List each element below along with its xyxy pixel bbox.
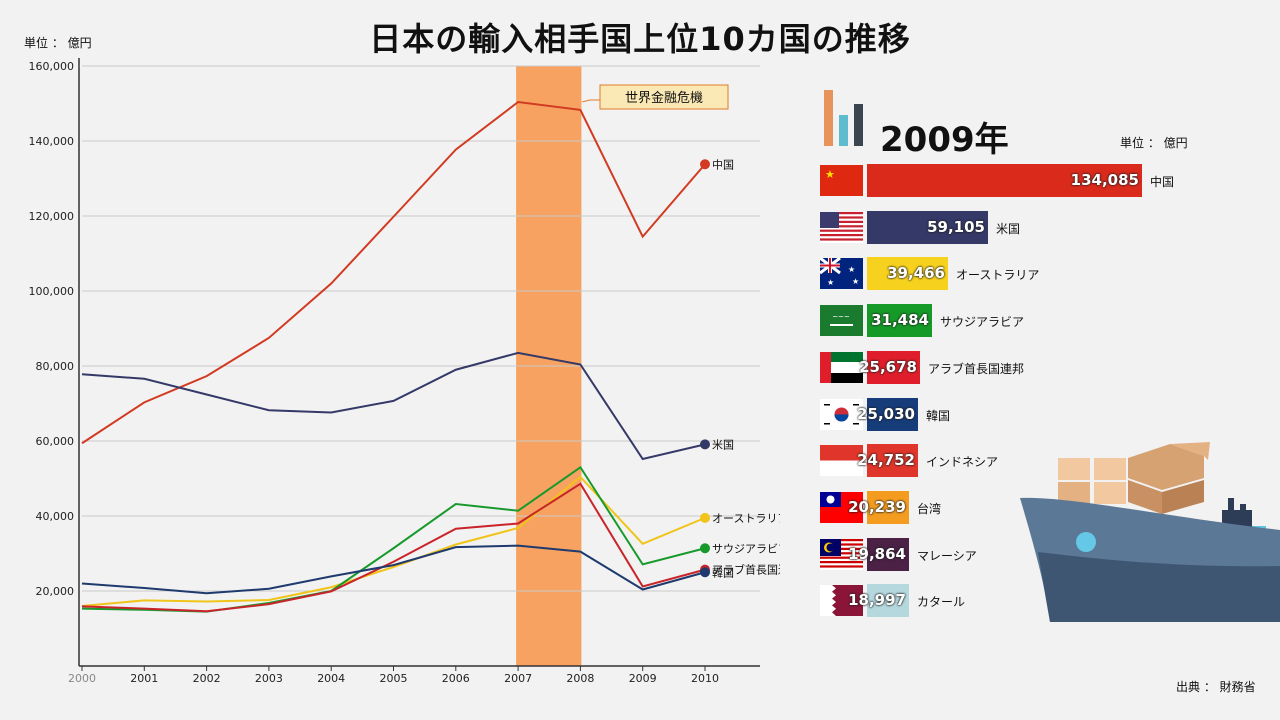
ranking-value: 24,752 — [857, 451, 915, 470]
callout-leader — [582, 99, 600, 103]
ranking-bar — [867, 304, 932, 338]
x-tick-label: 2001 — [130, 672, 158, 685]
x-tick-label: 2006 — [442, 672, 470, 685]
y-tick-label: 80,000 — [36, 360, 75, 373]
ranking-bar — [867, 164, 1142, 197]
ranking-country-label: マレーシア — [917, 548, 977, 563]
series-line — [81, 482, 706, 613]
x-tick-label: 2008 — [566, 672, 594, 685]
y-tick-label: 140,000 — [29, 135, 75, 148]
series-label: サウジアラビア — [712, 542, 780, 555]
series-line — [81, 351, 706, 461]
series-label: 中国 — [712, 158, 734, 171]
series-end-marker — [700, 567, 710, 578]
ranking-country-label: 台湾 — [917, 501, 942, 516]
svg-text:★: ★ — [852, 277, 859, 286]
ranking-value: 18,997 — [848, 591, 906, 610]
ranking-bar — [867, 537, 909, 571]
x-tick-label: 2004 — [317, 672, 345, 685]
x-tick-label: 2009 — [629, 672, 657, 685]
ranking-value: 19,864 — [848, 544, 906, 563]
year-label: 2009年 — [880, 120, 1009, 160]
series-end-marker — [700, 543, 710, 554]
x-tick-label: 2010 — [691, 672, 719, 685]
series-end-marker — [700, 159, 710, 170]
flag-china-icon: ★ — [820, 165, 863, 196]
x-tick-label: 2007 — [504, 672, 532, 685]
ranking-country-label: カタール — [917, 595, 966, 610]
ranking-country-label: 中国 — [1150, 175, 1175, 189]
series-line — [81, 100, 706, 445]
source-label: 出典 ： 財務省 — [1176, 680, 1256, 694]
flag-saudi-icon: ~~~ — [820, 305, 863, 337]
ranking-country-label: インドネシア — [926, 455, 999, 470]
x-tick-label: 2003 — [255, 672, 283, 685]
flag-korea-icon — [820, 398, 863, 430]
unit-label-right: 単位 ： 億円 — [1120, 136, 1188, 150]
ranking-value: 134,085 — [1070, 171, 1139, 189]
callout-box — [599, 84, 729, 110]
ranking-country-label: サウジアラビア — [940, 315, 1025, 330]
series-end-marker — [700, 512, 710, 523]
series-label: アラブ首長国連邦 — [712, 563, 780, 577]
y-tick-label: 120,000 — [29, 210, 75, 223]
flag-qatar-icon — [820, 585, 863, 617]
ranking-value: 25,030 — [857, 404, 915, 423]
series-end-marker — [700, 439, 710, 450]
ranking-value: 31,484 — [871, 311, 929, 330]
series-line — [81, 475, 706, 607]
ranking-value: 59,105 — [927, 217, 985, 236]
x-tick-label: 2000 — [68, 672, 96, 685]
y-tick-label: 160,000 — [29, 60, 75, 73]
svg-text:★: ★ — [825, 168, 835, 181]
y-tick-label: 100,000 — [29, 285, 75, 298]
ranking-bar — [867, 444, 918, 478]
ranking-country-label: 米国 — [996, 221, 1021, 236]
unit-label-left: 単位 ： 億円 — [24, 36, 92, 50]
ranking-bar — [867, 210, 988, 244]
series-line — [81, 544, 706, 595]
series-label: 米国 — [712, 438, 734, 451]
bar-chart-icon — [824, 90, 864, 146]
ranking-value: 39,466 — [887, 264, 945, 283]
cargo-ship-icon — [1020, 442, 1280, 622]
crisis-label: 世界金融危機 — [625, 90, 703, 106]
ranking-bar — [867, 257, 948, 291]
flag-indonesia-icon — [820, 445, 863, 477]
svg-text:★: ★ — [827, 278, 834, 287]
x-tick-label: 2002 — [193, 672, 221, 685]
ranking-value: 20,239 — [848, 497, 906, 516]
ranking-bar — [867, 397, 918, 431]
series-label: 韓国 — [712, 566, 734, 579]
flag-australia-icon: ★ ★ ★ — [820, 258, 863, 290]
y-tick-label: 40,000 — [36, 510, 75, 523]
flag-uae-icon — [820, 351, 863, 383]
svg-text:~~~: ~~~ — [832, 313, 850, 321]
flag-usa-icon — [820, 211, 863, 243]
ranking-country-label: オーストラリア — [956, 268, 1040, 283]
x-tick-label: 2005 — [380, 672, 408, 685]
ranking-country-label: アラブ首長国連邦 — [928, 361, 1025, 376]
ranking-bar — [867, 584, 909, 618]
series-label: オーストラリア — [712, 512, 780, 525]
ranking-bar — [867, 490, 909, 524]
ranking-bar — [867, 350, 920, 384]
flag-taiwan-icon — [820, 491, 863, 523]
y-tick-label: 20,000 — [36, 585, 75, 598]
svg-text:★: ★ — [848, 265, 855, 274]
ranking-value: 25,678 — [859, 357, 917, 376]
line-chart: 20,000 40,000 60,000 80,000 100,000 120,000 14… — [29, 58, 780, 685]
chart-title: 日本の輸入相手国上位10カ国の推移 — [369, 20, 911, 58]
y-tick-label: 60,000 — [36, 435, 75, 448]
ranking-country-label: 韓国 — [926, 408, 951, 423]
flag-malaysia-icon — [820, 538, 863, 570]
